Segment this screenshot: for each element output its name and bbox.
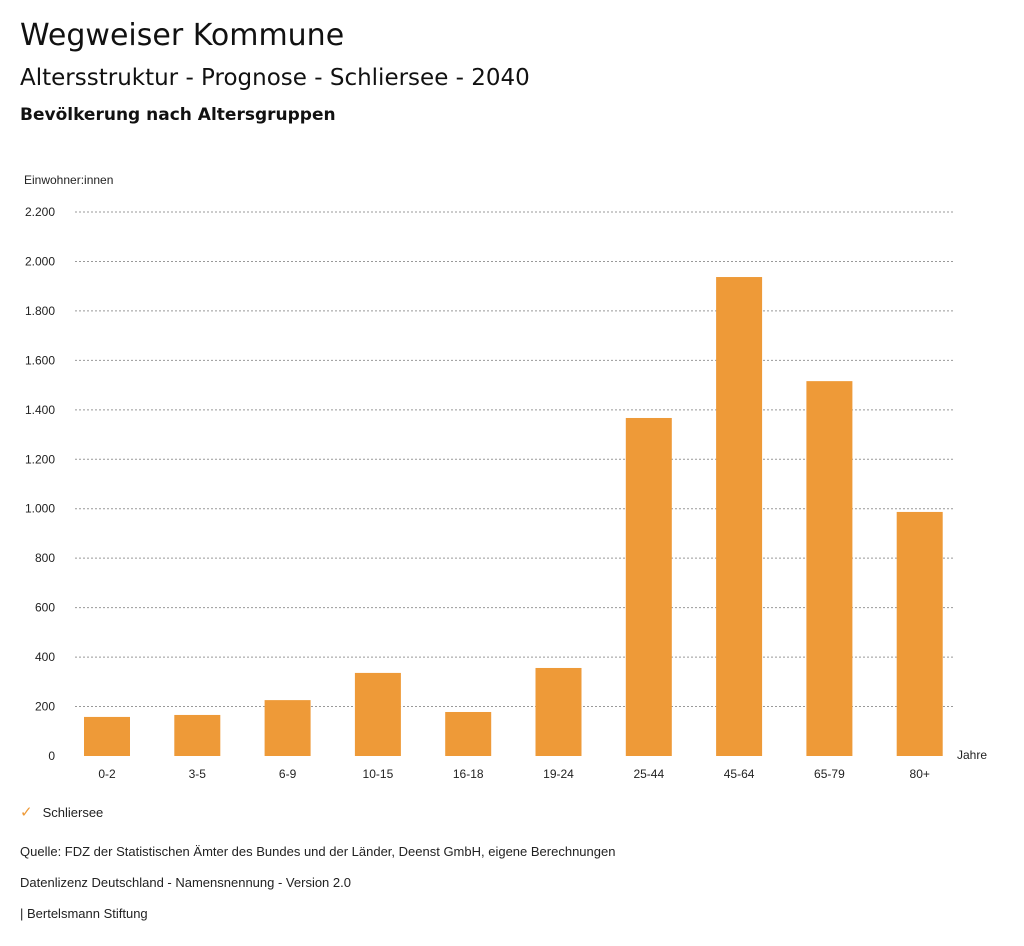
bar-19-24[interactable]: [535, 667, 582, 756]
bar-chart: Einwohner:innen Jahre 0 200 400 600 800 1.000…: [24, 173, 987, 781]
page-subtitle: Altersstruktur - Prognose - Schliersee -…: [20, 65, 530, 91]
y-tick-label: 1.400: [25, 403, 55, 417]
x-axis-label: Jahre: [957, 748, 987, 762]
y-tick-label: 2.000: [25, 254, 55, 268]
page-title: Wegweiser Kommune: [20, 18, 345, 53]
y-tick-label: 1.600: [25, 353, 55, 367]
y-tick-label: 2.200: [25, 205, 55, 219]
license-note: Datenlizenz Deutschland - Namensnennung …: [20, 875, 351, 890]
legend-item[interactable]: ✓ Schliersee: [20, 803, 103, 821]
y-tick-label: 200: [35, 700, 55, 714]
source-note: Quelle: FDZ der Statistischen Ämter des …: [20, 844, 616, 859]
y-axis-label: Einwohner:innen: [24, 173, 113, 187]
bar-10-15[interactable]: [354, 672, 401, 756]
y-tick-label: 800: [35, 551, 55, 565]
x-tick-label: 65-79: [814, 767, 845, 781]
bar-45-64[interactable]: [716, 277, 763, 756]
x-tick-label: 10-15: [363, 767, 394, 781]
bar-16-18[interactable]: [445, 711, 492, 756]
bar-0-2[interactable]: [84, 716, 130, 756]
y-tick-label: 0: [48, 749, 55, 763]
x-tick-label: 19-24: [543, 767, 574, 781]
check-icon: ✓: [20, 804, 33, 821]
bar-80+[interactable]: [896, 511, 943, 756]
y-tick-label: 1.000: [25, 502, 55, 516]
x-tick-label: 3-5: [189, 767, 207, 781]
y-tick-label: 1.200: [25, 452, 55, 466]
y-tick-label: 600: [35, 601, 55, 615]
bar-6-9[interactable]: [264, 700, 311, 756]
x-tick-label: 6-9: [279, 767, 297, 781]
bar-25-44[interactable]: [625, 417, 672, 756]
x-tick-label: 16-18: [453, 767, 484, 781]
x-tick-label: 0-2: [98, 767, 116, 781]
y-tick-label: 400: [35, 650, 55, 664]
legend-label: Schliersee: [42, 804, 104, 820]
bar-3-5[interactable]: [174, 714, 221, 756]
x-tick-label: 25-44: [633, 767, 664, 781]
chart-title: Bevölkerung nach Altersgruppen: [20, 105, 336, 125]
y-tick-label: 1.800: [25, 304, 55, 318]
brand-note: | Bertelsmann Stiftung: [20, 906, 148, 921]
x-tick-label: 80+: [910, 767, 930, 781]
bar-65-79[interactable]: [806, 381, 853, 756]
x-tick-label: 45-64: [724, 767, 755, 781]
